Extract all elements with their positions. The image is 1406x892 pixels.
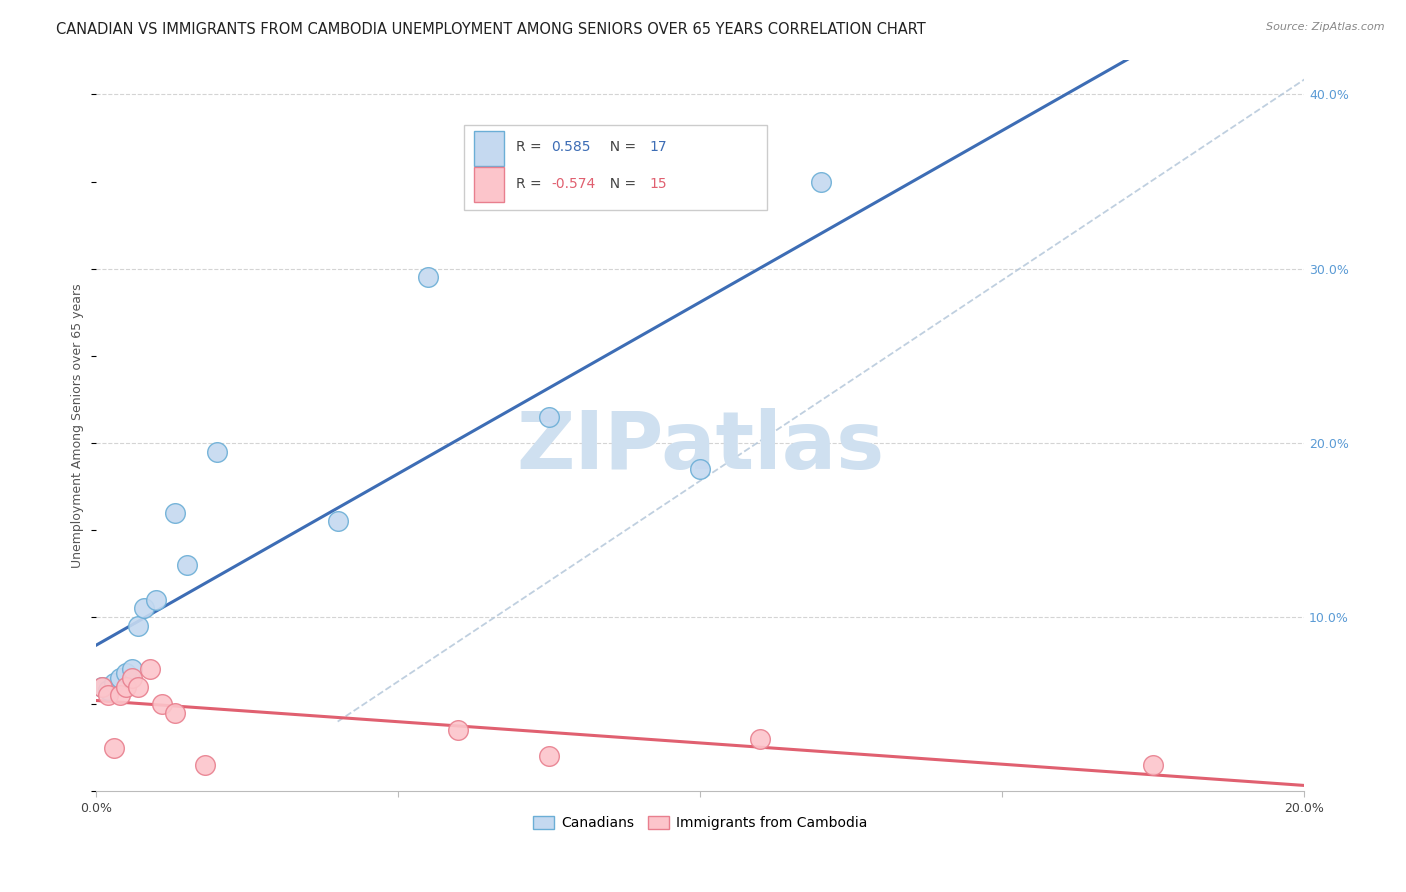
Text: -0.574: -0.574 <box>551 177 596 191</box>
Point <box>115 665 138 680</box>
Point <box>326 514 349 528</box>
Point <box>152 697 174 711</box>
Point <box>115 680 138 694</box>
FancyBboxPatch shape <box>474 130 505 166</box>
Point <box>91 680 114 694</box>
Point <box>689 462 711 476</box>
Point <box>538 409 561 424</box>
Point <box>127 680 149 694</box>
Y-axis label: Unemployment Among Seniors over 65 years: Unemployment Among Seniors over 65 years <box>72 283 84 567</box>
Point <box>205 444 228 458</box>
Point <box>163 706 186 720</box>
Point <box>91 680 114 694</box>
Point <box>121 671 143 685</box>
Point <box>108 671 131 685</box>
Point <box>97 689 120 703</box>
Point <box>127 619 149 633</box>
Text: CANADIAN VS IMMIGRANTS FROM CAMBODIA UNEMPLOYMENT AMONG SENIORS OVER 65 YEARS CO: CANADIAN VS IMMIGRANTS FROM CAMBODIA UNE… <box>56 22 927 37</box>
Point <box>810 175 832 189</box>
Point <box>139 662 162 676</box>
Text: 17: 17 <box>650 140 666 154</box>
Text: N =: N = <box>600 177 641 191</box>
FancyBboxPatch shape <box>474 167 505 202</box>
Legend: Canadians, Immigrants from Cambodia: Canadians, Immigrants from Cambodia <box>527 810 873 836</box>
Point <box>749 731 772 746</box>
Point <box>447 723 470 738</box>
Point <box>97 683 120 698</box>
Point <box>103 676 125 690</box>
Point <box>134 601 156 615</box>
Point <box>103 740 125 755</box>
Point <box>1142 758 1164 772</box>
Text: N =: N = <box>600 140 641 154</box>
Point <box>163 506 186 520</box>
Text: R =: R = <box>516 177 547 191</box>
Text: 0.585: 0.585 <box>551 140 591 154</box>
Point <box>418 270 440 285</box>
Point <box>538 749 561 764</box>
Point <box>176 558 198 572</box>
Point <box>121 662 143 676</box>
Text: ZIPatlas: ZIPatlas <box>516 409 884 486</box>
Text: 15: 15 <box>650 177 666 191</box>
Text: R =: R = <box>516 140 547 154</box>
Point <box>145 592 167 607</box>
Point <box>194 758 217 772</box>
FancyBboxPatch shape <box>464 126 766 210</box>
Text: Source: ZipAtlas.com: Source: ZipAtlas.com <box>1267 22 1385 32</box>
Point <box>108 689 131 703</box>
